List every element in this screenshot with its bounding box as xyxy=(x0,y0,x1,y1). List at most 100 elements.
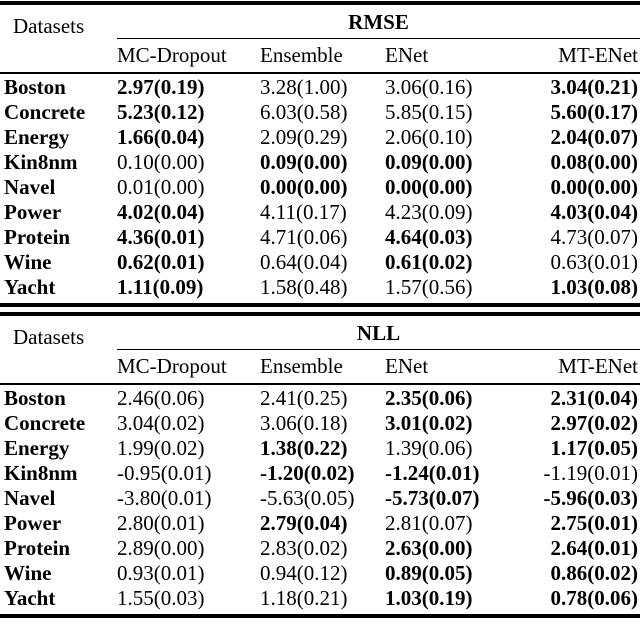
metric-value: -5.63(0.05) xyxy=(260,486,355,510)
metric-value: 1.99(0.02) xyxy=(117,436,205,460)
metric-value: 0.09(0.00) xyxy=(385,150,473,174)
dataset-label: Protein xyxy=(4,536,71,560)
metric-value: 1.11(0.09) xyxy=(117,275,204,299)
column-header-mt-enet: MT-ENet xyxy=(558,43,638,67)
metric-value: 0.00(0.00) xyxy=(550,175,639,199)
metric-value: 0.08(0.00) xyxy=(550,150,639,174)
metric-value: 2.41(0.25) xyxy=(260,383,385,411)
metric-header-row: Datasets NLL xyxy=(0,316,640,350)
table-row: Energy 1.66(0.04) 2.09(0.29) 2.06(0.10) … xyxy=(0,125,640,150)
table-row: Wine 0.93(0.01) 0.94(0.12) 0.89(0.05) 0.… xyxy=(0,561,640,586)
metric-value: 0.78(0.06) xyxy=(550,586,639,610)
metric-value: 4.11(0.17) xyxy=(260,200,347,224)
metric-value: 1.55(0.03) xyxy=(117,586,205,610)
metric-value: 2.64(0.01) xyxy=(550,536,639,560)
metric-value: 4.36(0.01) xyxy=(117,225,205,249)
bottom-double-rule xyxy=(0,614,640,618)
metric-value: 1.58(0.48) xyxy=(260,275,348,299)
paper-table-figure: Datasets RMSE MC-Dropout Ensemble ENet M… xyxy=(0,1,640,618)
table-row: Protein 4.36(0.01) 4.71(0.06) 4.64(0.03)… xyxy=(0,225,640,250)
column-header-row: MC-Dropout Ensemble ENet MT-ENet xyxy=(0,350,640,385)
table-row: Power 4.02(0.04) 4.11(0.17) 4.23(0.09) 4… xyxy=(0,200,640,225)
metric-value: 2.97(0.19) xyxy=(117,72,260,100)
metric-value: 6.03(0.58) xyxy=(260,100,348,124)
datasets-header: Datasets xyxy=(13,14,85,38)
metric-value: 2.09(0.29) xyxy=(260,125,348,149)
metric-value: 2.97(0.02) xyxy=(550,411,639,435)
metric-value: -1.19(0.01) xyxy=(543,461,638,485)
metric-value: 2.79(0.04) xyxy=(260,511,348,535)
metric-value: 2.75(0.01) xyxy=(550,511,639,535)
nll-table-section: Datasets NLL MC-Dropout Ensemble ENet MT… xyxy=(0,312,640,618)
metric-value: 4.23(0.09) xyxy=(385,200,473,224)
metric-value: 2.46(0.06) xyxy=(117,383,260,411)
metric-value: 4.73(0.07) xyxy=(550,225,639,249)
metric-value: 1.18(0.21) xyxy=(260,586,348,610)
metric-value: 4.03(0.04) xyxy=(550,200,639,224)
dataset-label: Yacht xyxy=(4,586,56,610)
column-header-enet: ENet xyxy=(385,43,429,67)
table-row: Yacht 1.55(0.03) 1.18(0.21) 1.03(0.19) 0… xyxy=(0,586,640,614)
table-row: Wine 0.62(0.01) 0.64(0.04) 0.61(0.02) 0.… xyxy=(0,250,640,275)
dataset-label: Concrete xyxy=(4,100,86,124)
metric-value: 3.01(0.02) xyxy=(385,411,473,435)
dataset-label: Boston xyxy=(0,72,117,100)
metric-value: 1.03(0.19) xyxy=(385,586,473,610)
metric-value: 0.61(0.02) xyxy=(385,250,473,274)
metric-value: 2.06(0.10) xyxy=(385,125,473,149)
metric-value: 2.80(0.01) xyxy=(117,511,205,535)
metric-value: 3.28(1.00) xyxy=(260,72,385,100)
rmse-table: Datasets RMSE MC-Dropout Ensemble ENet M… xyxy=(0,5,640,303)
metric-value: 2.31(0.04) xyxy=(513,383,640,411)
table-row: Concrete 5.23(0.12) 6.03(0.58) 5.85(0.15… xyxy=(0,100,640,125)
metric-header: RMSE xyxy=(117,5,640,39)
nll-table: Datasets NLL MC-Dropout Ensemble ENet MT… xyxy=(0,316,640,614)
metric-value: 1.38(0.22) xyxy=(260,436,348,460)
bottom-double-rule xyxy=(0,303,640,307)
table-row: Yacht 1.11(0.09) 1.58(0.48) 1.57(0.56) 1… xyxy=(0,275,640,303)
metric-value: 1.57(0.56) xyxy=(385,275,473,299)
metric-value: 0.86(0.02) xyxy=(550,561,639,585)
column-header-mt-enet: MT-ENet xyxy=(558,354,638,378)
metric-value: -1.24(0.01) xyxy=(385,461,480,485)
metric-value: -5.73(0.07) xyxy=(385,486,480,510)
dataset-label: Kin8nm xyxy=(4,461,78,485)
column-header-ensemble: Ensemble xyxy=(260,354,343,378)
dataset-label: Wine xyxy=(4,561,52,585)
metric-value: 0.63(0.01) xyxy=(550,250,639,274)
dataset-label: Energy xyxy=(4,125,70,149)
metric-value: 1.03(0.08) xyxy=(550,275,639,299)
table-row: Navel 0.01(0.00) 0.00(0.00) 0.00(0.00) 0… xyxy=(0,175,640,200)
top-double-rule xyxy=(0,1,640,5)
metric-value: 5.23(0.12) xyxy=(117,100,205,124)
metric-value: 3.06(0.18) xyxy=(260,411,348,435)
metric-value: 0.01(0.00) xyxy=(117,175,205,199)
table-row: Protein 2.89(0.00) 2.83(0.02) 2.63(0.00)… xyxy=(0,536,640,561)
dataset-label: Navel xyxy=(4,175,56,199)
datasets-header: Datasets xyxy=(13,325,85,349)
metric-value: 2.04(0.07) xyxy=(550,125,639,149)
metric-header: NLL xyxy=(117,316,640,350)
metric-value: 0.94(0.12) xyxy=(260,561,348,585)
metric-value: -0.95(0.01) xyxy=(117,461,212,485)
table-row: Concrete 3.04(0.02) 3.06(0.18) 3.01(0.02… xyxy=(0,411,640,436)
column-header-ensemble: Ensemble xyxy=(260,43,343,67)
metric-value: -5.96(0.03) xyxy=(543,486,638,510)
metric-value: 0.09(0.00) xyxy=(260,150,348,174)
metric-header-row: Datasets RMSE xyxy=(0,5,640,39)
dataset-label: Kin8nm xyxy=(4,150,78,174)
column-header-enet: ENet xyxy=(385,354,429,378)
dataset-label: Power xyxy=(4,511,62,535)
metric-value: 2.35(0.06) xyxy=(385,383,513,411)
table-row: Power 2.80(0.01) 2.79(0.04) 2.81(0.07) 2… xyxy=(0,511,640,536)
dataset-label: Wine xyxy=(4,250,52,274)
metric-value: 1.17(0.05) xyxy=(550,436,639,460)
metric-value: 0.64(0.04) xyxy=(260,250,348,274)
metric-value: 4.71(0.06) xyxy=(260,225,348,249)
metric-value: 3.04(0.02) xyxy=(117,411,205,435)
metric-value: 0.89(0.05) xyxy=(385,561,473,585)
metric-value: -3.80(0.01) xyxy=(117,486,212,510)
metric-value: 1.39(0.06) xyxy=(385,436,473,460)
dataset-label: Concrete xyxy=(4,411,86,435)
table-row: Kin8nm -0.95(0.01) -1.20(0.02) -1.24(0.0… xyxy=(0,461,640,486)
